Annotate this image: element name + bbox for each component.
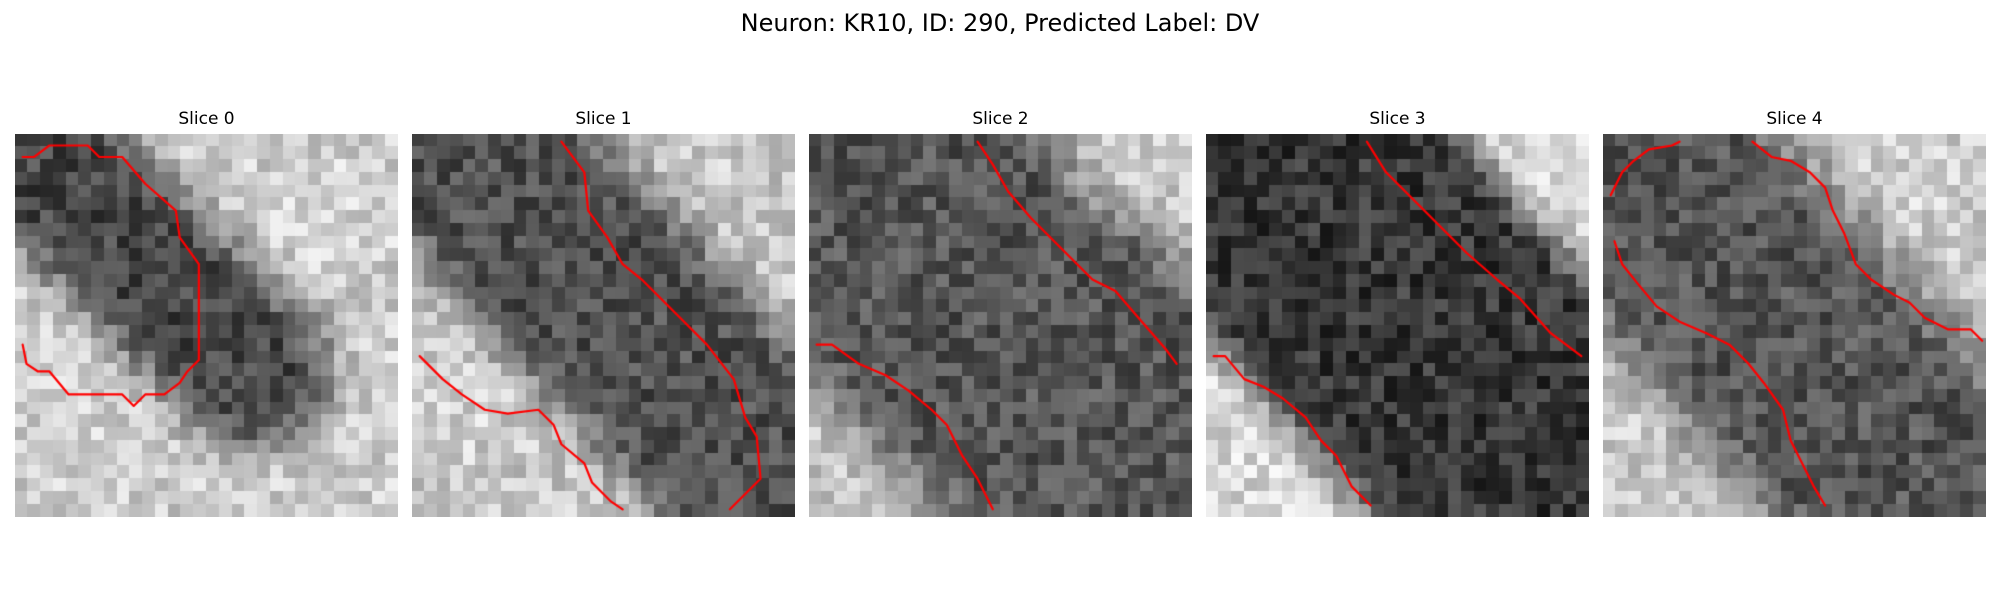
slice-title: Slice 2 bbox=[972, 109, 1029, 129]
slice-title: Slice 4 bbox=[1766, 109, 1823, 129]
slice-image bbox=[15, 134, 398, 517]
slice-title: Slice 3 bbox=[1369, 109, 1426, 129]
slice-image bbox=[412, 134, 795, 517]
slice-title: Slice 0 bbox=[178, 109, 235, 129]
slice-panel-0: Slice 0 bbox=[15, 108, 398, 518]
slice-panel-2: Slice 2 bbox=[809, 108, 1192, 518]
slice-panel-4: Slice 4 bbox=[1603, 108, 1986, 518]
slice-title: Slice 1 bbox=[575, 109, 632, 129]
figure-title: Neuron: KR10, ID: 290, Predicted Label: … bbox=[740, 9, 1260, 37]
slice-panel-1: Slice 1 bbox=[412, 108, 795, 518]
slice-panel-3: Slice 3 bbox=[1206, 108, 1589, 518]
slice-image bbox=[809, 134, 1192, 517]
slice-image bbox=[1206, 134, 1589, 517]
slice-image bbox=[1603, 134, 1986, 517]
